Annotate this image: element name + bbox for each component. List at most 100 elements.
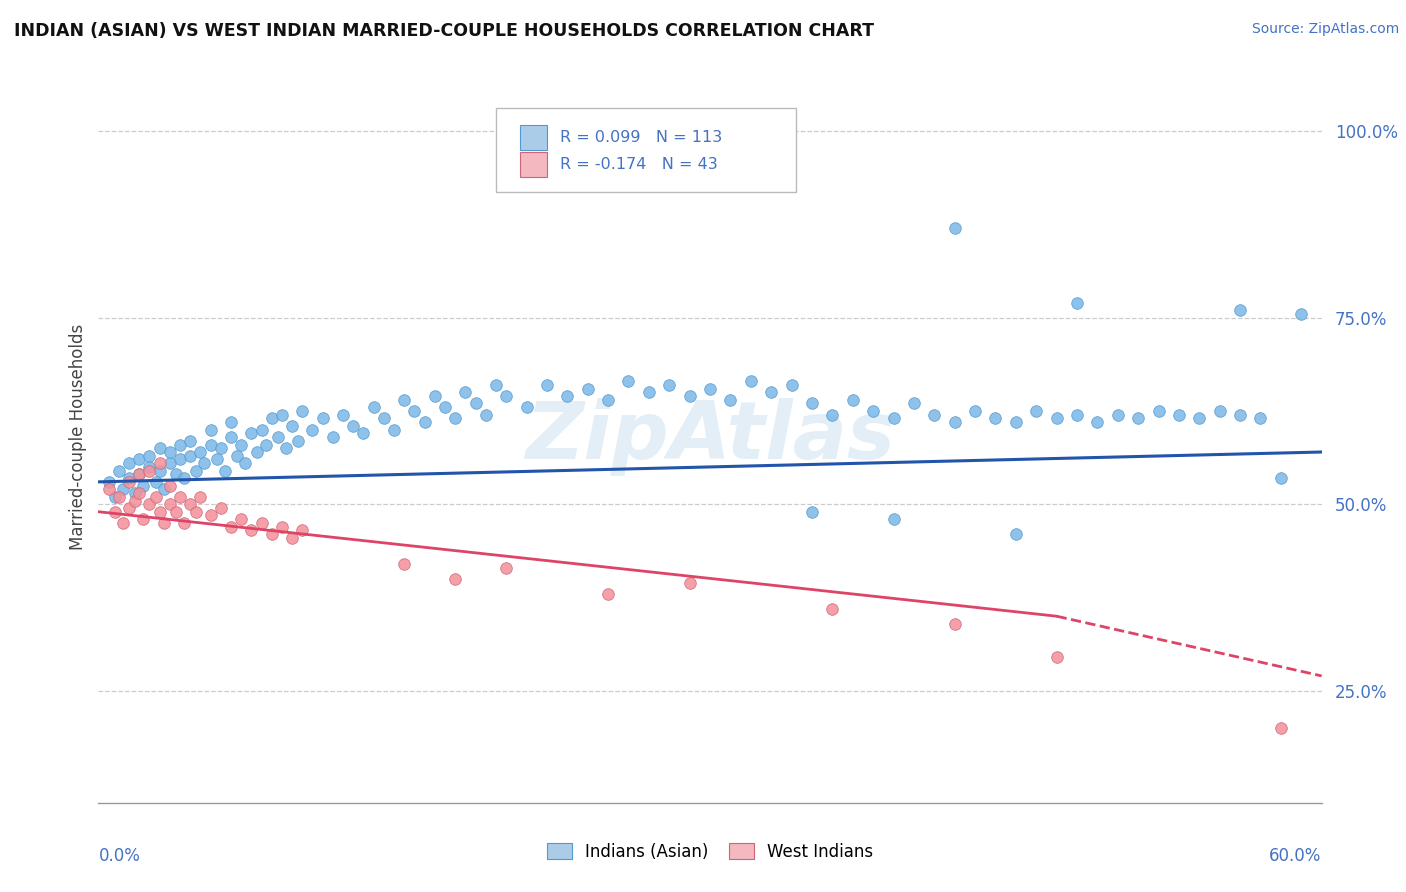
Point <box>138 449 160 463</box>
Point <box>149 505 172 519</box>
Point <box>104 505 127 519</box>
Text: Source: ZipAtlas.com: Source: ZipAtlas.com <box>1251 22 1399 37</box>
Point <box>108 490 131 504</box>
Point <box>138 464 160 478</box>
Point <box>984 411 1007 425</box>
Bar <box>520 125 547 151</box>
Point <box>1025 404 1047 418</box>
Point <box>149 456 172 470</box>
Point <box>821 601 844 615</box>
Point <box>179 497 201 511</box>
Point <box>118 471 141 485</box>
Point <box>598 392 620 407</box>
Point <box>219 415 242 429</box>
Text: INDIAN (ASIAN) VS WEST INDIAN MARRIED-COUPLE HOUSEHOLDS CORRELATION CHART: INDIAN (ASIAN) VS WEST INDIAN MARRIED-CO… <box>14 22 875 40</box>
Point <box>821 408 844 422</box>
Point <box>138 497 160 511</box>
Point <box>193 456 215 470</box>
Point <box>250 423 273 437</box>
Point <box>97 483 120 497</box>
Point <box>598 587 620 601</box>
Point <box>1107 408 1129 422</box>
Point <box>679 575 702 590</box>
Point <box>485 377 508 392</box>
Point <box>186 505 208 519</box>
Point <box>240 524 263 538</box>
Point <box>1229 408 1251 422</box>
Point <box>363 401 385 415</box>
Text: R = -0.174   N = 43: R = -0.174 N = 43 <box>560 157 717 172</box>
Point <box>382 423 405 437</box>
Point <box>226 449 249 463</box>
Y-axis label: Married-couple Households: Married-couple Households <box>69 324 87 550</box>
Point <box>250 516 273 530</box>
Point <box>118 475 141 489</box>
Point <box>104 490 127 504</box>
Point <box>1147 404 1170 418</box>
Point <box>159 478 181 492</box>
Point <box>111 483 134 497</box>
Point <box>454 385 477 400</box>
Bar <box>520 152 547 178</box>
Point <box>209 442 232 456</box>
Point <box>555 389 579 403</box>
Point <box>231 512 253 526</box>
Point <box>943 221 966 235</box>
Point <box>1045 411 1069 425</box>
Point <box>219 519 242 533</box>
Point <box>301 423 323 437</box>
Point <box>200 423 222 437</box>
Point <box>128 486 150 500</box>
Point <box>373 411 395 425</box>
Text: R = 0.099   N = 113: R = 0.099 N = 113 <box>560 130 721 145</box>
Point <box>332 408 354 422</box>
Point <box>118 500 141 515</box>
Point <box>270 408 294 422</box>
Point <box>159 497 181 511</box>
Point <box>322 430 344 444</box>
Point <box>291 524 314 538</box>
Text: ZipAtlas: ZipAtlas <box>524 398 896 476</box>
Point <box>260 411 283 425</box>
Point <box>943 616 966 631</box>
Point <box>495 560 517 574</box>
Point <box>883 411 905 425</box>
Legend: Indians (Asian), West Indians: Indians (Asian), West Indians <box>540 837 880 868</box>
Point <box>169 437 191 451</box>
Text: 60.0%: 60.0% <box>1270 847 1322 864</box>
Point <box>267 430 290 444</box>
Point <box>637 385 661 400</box>
Point <box>903 396 925 410</box>
Point <box>254 437 277 451</box>
Point <box>841 392 863 407</box>
Point <box>943 415 966 429</box>
Point <box>97 475 120 489</box>
Point <box>617 374 640 388</box>
Point <box>1004 527 1026 541</box>
Point <box>801 505 824 519</box>
Point <box>159 456 181 470</box>
Point <box>152 483 174 497</box>
Point <box>922 408 945 422</box>
Point <box>124 493 146 508</box>
Point <box>260 527 283 541</box>
Point <box>1066 408 1088 422</box>
Point <box>173 516 195 530</box>
Point <box>188 490 212 504</box>
Point <box>1066 295 1088 310</box>
Point <box>342 418 364 433</box>
Point <box>200 508 222 523</box>
Point <box>128 467 150 482</box>
Point <box>287 434 309 448</box>
Text: 0.0%: 0.0% <box>98 847 141 864</box>
Point <box>1209 404 1232 418</box>
Point <box>291 404 314 418</box>
Point <box>1291 307 1313 321</box>
Point <box>219 430 242 444</box>
Point <box>152 516 174 530</box>
Point <box>205 452 228 467</box>
Point <box>536 377 558 392</box>
Point <box>169 452 191 467</box>
Point <box>108 464 131 478</box>
Point <box>516 401 538 415</box>
